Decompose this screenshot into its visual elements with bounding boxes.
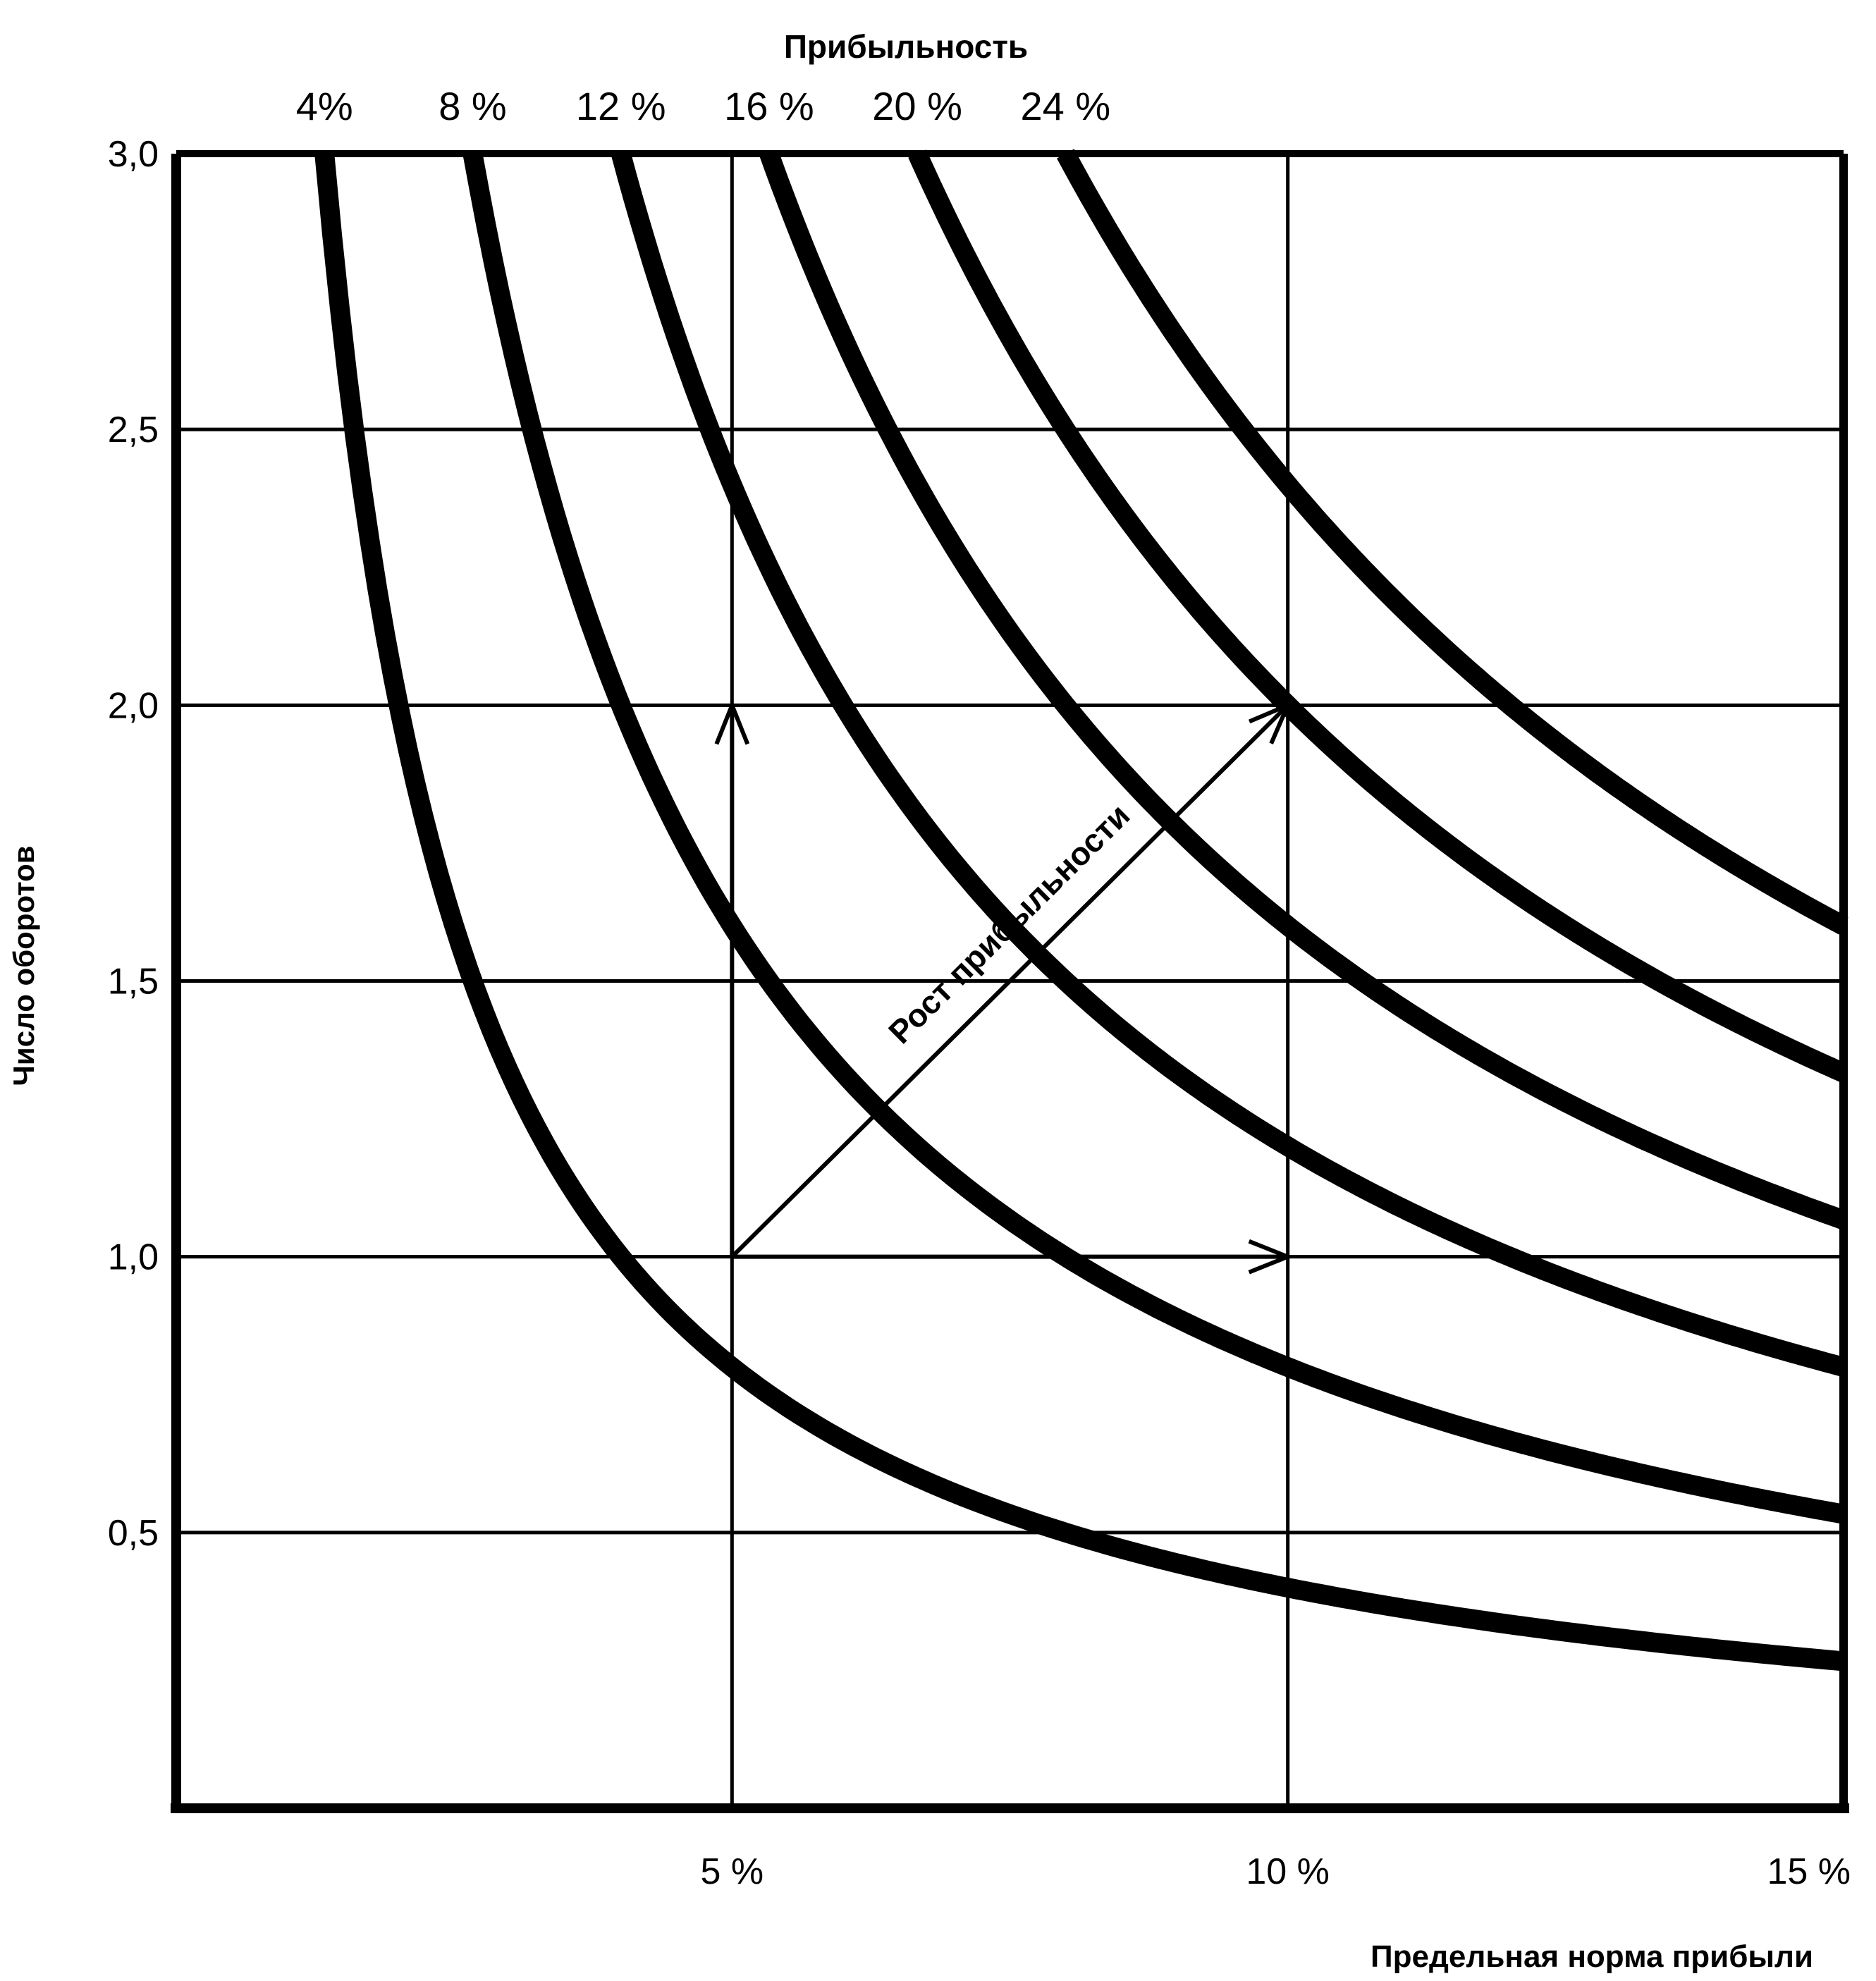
arrow-2-head <box>1248 1239 1294 1275</box>
x-axis-label: Предельная норма прибыли <box>1371 1939 1813 1974</box>
x-tick-label: 5 % <box>701 1851 764 1892</box>
curve-4-percent <box>314 152 1845 1672</box>
tick-labels: 0,5 1,0 1,5 2,0 2,5 3,0 5 % 10 % 15 % <box>108 134 1851 1892</box>
series-label-8: 8 % <box>439 84 507 128</box>
y-tick-label: 1,0 <box>108 1237 159 1278</box>
y-tick-label: 3,0 <box>108 134 159 175</box>
y-axis-label: Число оборотов <box>7 845 40 1086</box>
y-tick-label: 2,5 <box>108 410 159 450</box>
y-tick-label: 0,5 <box>108 1513 159 1554</box>
y-tick-label: 1,5 <box>108 962 159 1002</box>
series-label-20: 20 % <box>872 84 962 128</box>
y-tick-label: 2,0 <box>108 685 159 726</box>
curve-20-percent <box>908 149 1848 1082</box>
series-labels: 4% 8 % 12 % 16 % 20 % 24 % <box>296 84 1110 128</box>
arrow-0-shaft <box>730 704 1289 1258</box>
curve-12-percent <box>611 151 1846 1377</box>
x-tick-label: 10 % <box>1246 1851 1330 1892</box>
series-label-4: 4% <box>296 84 353 128</box>
annotation-arrows: Рост прибыльности <box>714 699 1294 1275</box>
arrow-0-head <box>1248 701 1292 744</box>
curve-8-percent <box>462 152 1846 1524</box>
series-label-16: 16 % <box>724 84 814 128</box>
series-label-24: 24 % <box>1021 84 1111 128</box>
curve-24-percent <box>1057 149 1849 935</box>
plot-frame <box>171 150 1849 1813</box>
chart-title: Прибыльность <box>784 28 1028 65</box>
arrow-1-head <box>714 699 750 745</box>
curve-16-percent <box>759 150 1847 1229</box>
series-label-12: 12 % <box>576 84 666 128</box>
x-tick-label: 15 % <box>1767 1851 1851 1892</box>
iso-profitability-curves <box>314 149 1849 1672</box>
